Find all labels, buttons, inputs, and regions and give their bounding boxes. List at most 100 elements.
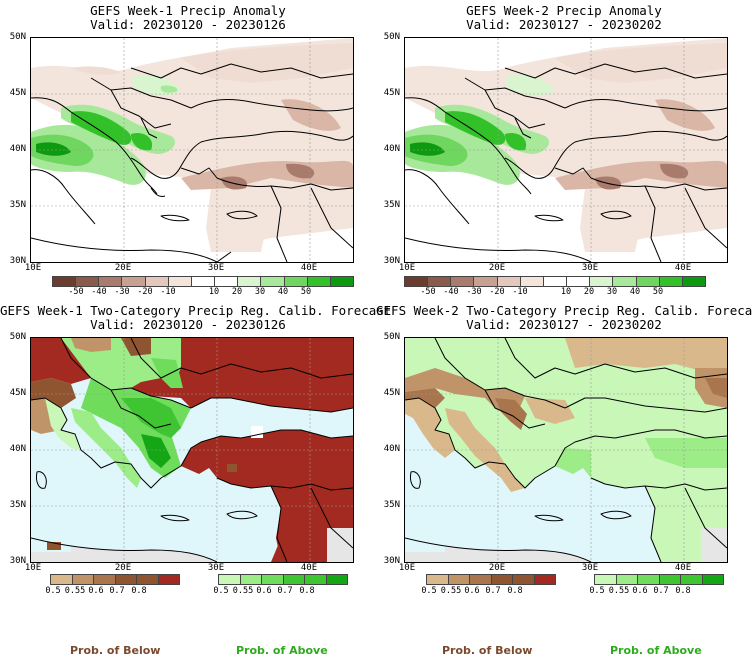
colorbar-label: 50 <box>300 287 312 297</box>
lat-label: 40N <box>9 444 26 454</box>
lat-label: 35N <box>9 500 26 510</box>
lon-label: 20E <box>114 563 132 573</box>
colorbar-label: 0.7 <box>653 586 669 596</box>
colorbar-label: 0.7 <box>109 586 125 596</box>
colorbar-label: -40 <box>91 287 107 297</box>
colorbar-label: -50 <box>420 287 436 297</box>
panel-title: GEFS Week-2 Precip Anomaly <box>466 3 662 18</box>
colorbar-label: -20 <box>137 287 153 297</box>
colorbar-label: 30 <box>254 287 266 297</box>
lat-label: 35N <box>383 500 400 510</box>
colorbar-label: -40 <box>443 287 459 297</box>
lat-label: 30N <box>383 256 400 266</box>
prob-above-colorbar <box>218 574 348 585</box>
lon-label: 10E <box>398 263 416 273</box>
colorbar-label: -30 <box>466 287 482 297</box>
probability-map <box>404 337 728 563</box>
lat-label: 30N <box>9 256 26 266</box>
panel-valid-dates: Valid: 20230120 - 20230126 <box>90 17 286 32</box>
panel-title: GEFS Week-1 Two-Category Precip Reg. Cal… <box>0 303 392 318</box>
lat-label: 30N <box>383 556 400 566</box>
colorbar-label: 0.8 <box>299 586 315 596</box>
colorbar-label: 30 <box>606 287 618 297</box>
lat-label: 35N <box>383 200 400 210</box>
colorbar-label: 0.5 <box>45 586 61 596</box>
panel-week2-anomaly: GEFS Week-2 Precip Anomaly Valid: 202301… <box>376 0 752 300</box>
lat-label: 50N <box>9 332 26 342</box>
prob-below-colorbar <box>426 574 556 585</box>
lat-label: 50N <box>9 32 26 42</box>
lat-label: 45N <box>383 388 400 398</box>
lat-label: 45N <box>9 88 26 98</box>
lon-label: 40E <box>300 563 318 573</box>
prob-below-colorbar <box>50 574 180 585</box>
lat-label: 50N <box>383 32 400 42</box>
lon-label: 10E <box>24 263 42 273</box>
colorbar-label: -10 <box>512 287 528 297</box>
lon-label: 10E <box>398 563 416 573</box>
colorbar-label: 20 <box>231 287 243 297</box>
colorbar-label: 0.5 <box>589 586 605 596</box>
colorbar-label: 0.8 <box>131 586 147 596</box>
panel-title: GEFS Week-1 Precip Anomaly <box>90 3 286 18</box>
anomaly-map <box>404 37 728 263</box>
colorbar-label: 0.6 <box>256 586 272 596</box>
lon-label: 30E <box>581 263 599 273</box>
panel-valid-dates: Valid: 20230127 - 20230202 <box>466 317 662 332</box>
anomaly-map-graphic <box>31 38 353 262</box>
colorbar-label: 0.55 <box>608 586 630 596</box>
colorbar-label: 0.7 <box>277 586 293 596</box>
probability-map <box>30 337 354 563</box>
anomaly-colorbar <box>52 276 354 287</box>
colorbar-label: 0.55 <box>64 586 86 596</box>
colorbar-label: -50 <box>68 287 84 297</box>
panel-valid-dates: Valid: 20230120 - 20230126 <box>90 317 286 332</box>
colorbar-label: 0.6 <box>632 586 648 596</box>
lon-label: 30E <box>581 563 599 573</box>
colorbar-label: 40 <box>629 287 641 297</box>
anomaly-map-graphic <box>405 38 727 262</box>
colorbar-label: -30 <box>114 287 130 297</box>
anomaly-map <box>30 37 354 263</box>
colorbar-label: 50 <box>652 287 664 297</box>
lat-label: 40N <box>383 144 400 154</box>
colorbar-label: 0.7 <box>485 586 501 596</box>
panel-week1-probability: GEFS Week-1 Two-Category Precip Reg. Cal… <box>0 300 392 662</box>
prob-above-colorbar <box>594 574 724 585</box>
panel-valid-dates: Valid: 20230127 - 20230202 <box>466 17 662 32</box>
probability-map-graphic <box>405 338 727 562</box>
lat-label: 50N <box>383 332 400 342</box>
colorbar-label: -20 <box>489 287 505 297</box>
lat-label: 40N <box>383 444 400 454</box>
prob-below-legend-title: Prob. of Below <box>70 644 161 657</box>
prob-above-legend-title: Prob. of Above <box>236 644 328 657</box>
lon-label: 20E <box>488 563 506 573</box>
lat-label: 45N <box>383 88 400 98</box>
lon-label: 10E <box>24 563 42 573</box>
colorbar-label: 0.6 <box>88 586 104 596</box>
lat-label: 30N <box>9 556 26 566</box>
probability-map-graphic <box>31 338 353 562</box>
lat-label: 45N <box>9 388 26 398</box>
colorbar-label: 0.5 <box>421 586 437 596</box>
panel-week2-probability: GEFS Week-2 Two-Category Precip Reg. Cal… <box>376 300 752 662</box>
lon-label: 40E <box>674 263 692 273</box>
lon-label: 30E <box>207 263 225 273</box>
colorbar-label: 0.8 <box>675 586 691 596</box>
lon-label: 40E <box>674 563 692 573</box>
lat-label: 35N <box>9 200 26 210</box>
lon-label: 30E <box>207 563 225 573</box>
colorbar-label: 20 <box>583 287 595 297</box>
colorbar-label: 10 <box>560 287 572 297</box>
colorbar-label: 10 <box>208 287 220 297</box>
lat-label: 40N <box>9 144 26 154</box>
colorbar-label: 0.55 <box>232 586 254 596</box>
colorbar-label: -10 <box>160 287 176 297</box>
prob-below-legend-title: Prob. of Below <box>442 644 533 657</box>
lon-label: 20E <box>488 263 506 273</box>
prob-above-legend-title: Prob. of Above <box>610 644 702 657</box>
panel-title: GEFS Week-2 Two-Category Precip Reg. Cal… <box>376 303 752 318</box>
colorbar-label: 0.5 <box>213 586 229 596</box>
lon-label: 40E <box>300 263 318 273</box>
anomaly-colorbar <box>404 276 706 287</box>
